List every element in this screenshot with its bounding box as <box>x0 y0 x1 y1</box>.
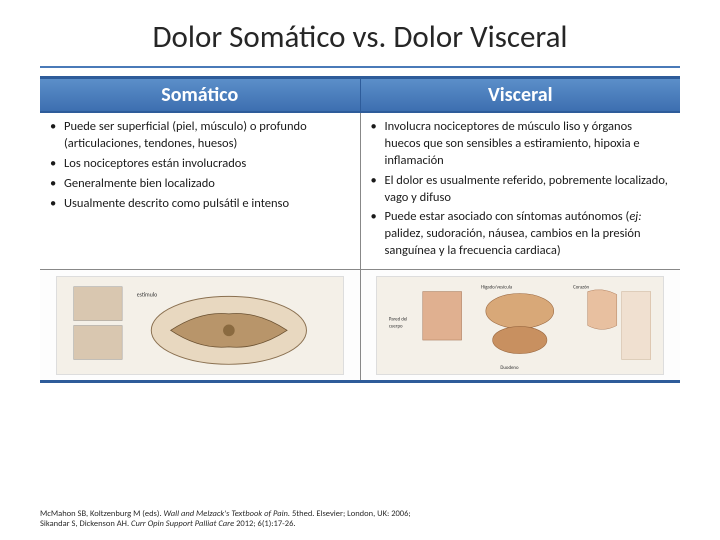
somatic-diagram: estímulo <box>56 276 344 375</box>
visceral-cell: Involucra nociceptores de músculo liso y… <box>361 113 681 269</box>
text-italic: ej: <box>629 209 641 224</box>
text-italic: Wall and Melzack's Textbook of Pain. <box>164 509 291 519</box>
list-item: Puede ser superficial (piel, músculo) o … <box>50 119 350 153</box>
list-item: Puede estar asociado con síntomas autóno… <box>371 209 671 260</box>
list-item: El dolor es usualmente referido, pobreme… <box>371 173 671 207</box>
spinal-cord-diagram-icon: estímulo <box>57 277 343 374</box>
list-item: Generalmente bien localizado <box>50 176 350 193</box>
list-item: Involucra nociceptores de músculo liso y… <box>371 119 671 170</box>
somatic-image-cell: estímulo <box>40 270 361 380</box>
text: 5thed. Elsevier; London, UK: 2006; <box>290 509 411 519</box>
svg-text:Duodeno: Duodeno <box>501 365 520 371</box>
list-item: Usualmente descrito como pulsátil e inte… <box>50 196 350 213</box>
svg-text:Pared del: Pared del <box>389 316 407 322</box>
svg-text:Corazón: Corazón <box>574 284 590 290</box>
comparison-table: Somático Visceral Puede ser superficial … <box>40 76 680 383</box>
header-somatic: Somático <box>40 79 361 111</box>
text: palidez, sudoración, náusea, cambios en … <box>385 226 641 258</box>
text: Sikandar S, Dickenson AH. <box>40 519 131 529</box>
visceral-diagram: Pared del cuerpo Hígado/vesícula Corazón… <box>376 276 664 375</box>
somatic-list: Puede ser superficial (piel, músculo) o … <box>46 119 350 212</box>
header-visceral: Visceral <box>361 79 681 111</box>
page-title: Dolor Somático vs. Dolor Visceral <box>0 0 720 66</box>
title-underline <box>40 66 680 68</box>
table-header-row: Somático Visceral <box>40 79 680 113</box>
svg-text:estímulo: estímulo <box>137 290 157 298</box>
visceral-list: Involucra nociceptores de músculo liso y… <box>367 119 671 260</box>
svg-text:cuerpo: cuerpo <box>389 323 403 329</box>
list-item: Los nociceptores están involucrados <box>50 156 350 173</box>
text: Puede estar asociado con síntomas autóno… <box>385 209 630 224</box>
text: 2012; 6(1):17-26. <box>234 519 295 529</box>
image-row: estímulo Pared del cuerpo Hígado/vesícul… <box>40 270 680 380</box>
references: McMahon SB, Koltzenburg M (eds). Wall an… <box>40 509 680 530</box>
somatic-cell: Puede ser superficial (piel, músculo) o … <box>40 113 361 269</box>
text-italic: Curr Opin Support Palliat Care <box>131 519 234 529</box>
table-body-row: Puede ser superficial (piel, músculo) o … <box>40 113 680 270</box>
reference-line: Sikandar S, Dickenson AH. Curr Opin Supp… <box>40 519 680 530</box>
text: McMahon SB, Koltzenburg M (eds). <box>40 509 164 519</box>
visceral-image-cell: Pared del cuerpo Hígado/vesícula Corazón… <box>361 270 681 380</box>
visceral-organs-diagram-icon: Pared del cuerpo Hígado/vesícula Corazón… <box>377 277 663 374</box>
reference-line: McMahon SB, Koltzenburg M (eds). Wall an… <box>40 509 680 520</box>
svg-text:Hígado/vesícula: Hígado/vesícula <box>481 284 513 290</box>
